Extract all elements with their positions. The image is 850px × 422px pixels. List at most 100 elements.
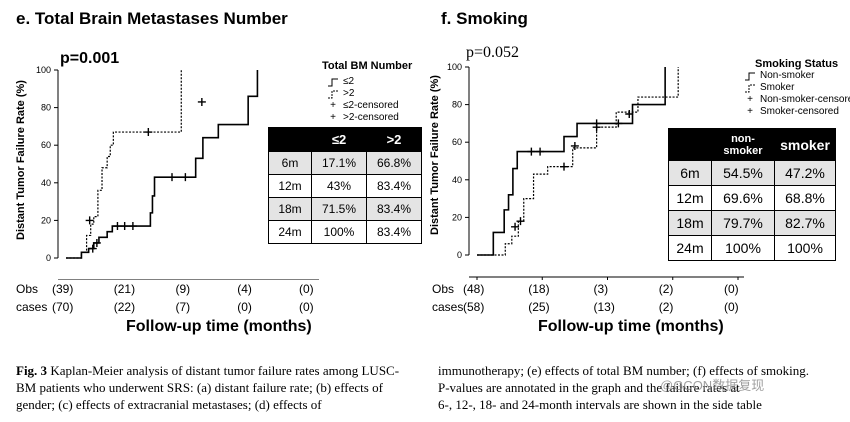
legend-label: ≤2	[343, 76, 355, 87]
censor-mark	[92, 238, 101, 247]
table-cell: 17.1%	[311, 151, 367, 175]
risk-count: (70)	[52, 300, 74, 314]
watermark: @GCON数据复现	[660, 378, 765, 393]
plus-icon: +	[747, 106, 753, 117]
table-header: non-smoker	[711, 128, 775, 161]
y-tick-label: 60	[41, 140, 51, 150]
y-tick-label: 100	[36, 65, 51, 75]
y-tick-label: 40	[41, 178, 51, 188]
legend-label: >2	[343, 88, 355, 99]
panel-e-xlabel: Follow-up time (months)	[126, 318, 312, 335]
plus-icon: +	[747, 94, 753, 105]
table-cell: 83.4%	[366, 220, 422, 244]
risk-count: (7)	[175, 300, 191, 314]
panel-f-rate-table: non-smoker smoker 6m 54.5% 47.2% 12m 69.6% 68…	[668, 128, 836, 261]
legend-item: + >2-censored	[327, 112, 399, 124]
panel-e-pvalue: p=0.001	[60, 50, 120, 67]
table-header: >2	[366, 127, 422, 152]
table-cell: 18m	[268, 197, 312, 221]
panel-e-title: e. Total Brain Metastases Number	[16, 9, 288, 28]
censor-mark	[128, 222, 137, 231]
table-cell: 66.8%	[366, 151, 422, 175]
table-cell: 43%	[311, 174, 367, 198]
table-row: 24m 100% 100%	[668, 235, 836, 261]
panel-e-legend: ≤2 >2 + ≤2-censored + >2-censored	[327, 76, 399, 124]
y-tick-label: 0	[46, 253, 51, 263]
table-cell: 6m	[668, 160, 712, 186]
y-tick-label: 20	[452, 212, 462, 222]
risk-count: (4)	[237, 282, 252, 296]
risk-count: (21)	[113, 282, 136, 296]
censor-mark	[197, 97, 206, 106]
figure-label: Fig. 3	[16, 363, 48, 378]
legend-label: Non-smoker	[760, 70, 815, 81]
censor-mark	[181, 173, 190, 182]
panel-e-rate-table: ≤2 >2 6m 17.1% 66.8% 12m 43% 83.4% 18m 71.5% 83.…	[268, 127, 422, 244]
legend-item: ≤2	[327, 76, 399, 88]
table-cell: 12m	[668, 185, 712, 211]
caption-line: P-values are annotated in the graph and …	[438, 380, 740, 395]
panel-f-cases-label: cases	[432, 300, 464, 314]
table-row: 12m 43% 83.4%	[268, 174, 422, 198]
table-row: 24m 100% 83.4%	[268, 220, 422, 244]
table-cell: 24m	[268, 220, 312, 244]
step-dashed-icon	[328, 90, 338, 99]
risk-count: (25)	[528, 300, 550, 314]
risk-count: (0)	[299, 282, 314, 296]
table-cell: 100%	[311, 220, 367, 244]
panel-f-pvalue: p=0.052	[466, 44, 520, 61]
risk-count: (2)	[658, 282, 674, 296]
risk-count: (2)	[658, 300, 674, 314]
risk-count: (3)	[593, 282, 609, 296]
y-tick-label: 80	[452, 100, 462, 110]
risk-count: (22)	[113, 300, 136, 314]
censor-mark	[85, 216, 94, 225]
legend-item: + Non-smoker-censored	[744, 94, 850, 106]
table-row: 6m 54.5% 47.2%	[668, 160, 836, 186]
table-cell: 79.7%	[711, 210, 775, 236]
km-curve-solid	[66, 70, 259, 259]
plus-icon: +	[330, 112, 336, 123]
table-cell: 83.4%	[366, 174, 422, 198]
censor-mark	[113, 222, 122, 231]
km-curve-dashed	[477, 67, 679, 256]
table-cell: 47.2%	[774, 160, 836, 186]
legend-item: >2	[327, 88, 399, 100]
y-tick-label: 20	[41, 215, 51, 225]
y-tick-label: 100	[447, 62, 462, 72]
panel-f-ylabel: Distant Tumor Failure Rate (%)	[429, 75, 441, 235]
table-cell: 100%	[711, 235, 775, 261]
censor-mark	[88, 244, 97, 253]
table-cell: 24m	[668, 235, 712, 261]
table-cell: 82.7%	[774, 210, 836, 236]
plus-icon: +	[330, 100, 336, 111]
censor-mark	[592, 123, 601, 132]
legend-item: + ≤2-censored	[327, 100, 399, 112]
censor-mark	[560, 162, 568, 171]
risk-count: (0)	[299, 300, 314, 314]
table-cell: 68.8%	[774, 185, 836, 211]
step-dashed-icon	[745, 84, 755, 93]
y-tick-label: 0	[457, 250, 462, 260]
panel-f-xlabel: Follow-up time (months)	[538, 318, 724, 335]
censor-mark	[168, 173, 177, 182]
figure-caption-right: immunotherapy; (e) effects of total BM n…	[438, 362, 848, 413]
censor-mark	[527, 147, 536, 156]
table-cell: 71.5%	[311, 197, 367, 221]
table-cell: 100%	[774, 235, 836, 261]
censor-mark	[625, 110, 634, 118]
risk-count: (18)	[528, 282, 550, 296]
risk-count: (0)	[724, 282, 739, 296]
censor-mark	[120, 222, 129, 231]
table-cell: 83.4%	[366, 197, 422, 221]
km-curve-solid	[477, 67, 666, 256]
legend-item: Non-smoker	[744, 70, 850, 82]
panel-e-chart: Distant Tumor Failure Rate (%) 0 20 40 60 80…	[15, 65, 319, 280]
legend-label: Smoker-censored	[760, 106, 839, 117]
km-curve-dashed	[66, 70, 182, 259]
table-header: ≤2	[311, 127, 367, 152]
table-cell: 69.6%	[711, 185, 775, 211]
table-header	[268, 127, 312, 152]
legend-label: Non-smoker-censored	[760, 94, 850, 105]
panel-e-obs-label: Obs	[16, 282, 39, 296]
